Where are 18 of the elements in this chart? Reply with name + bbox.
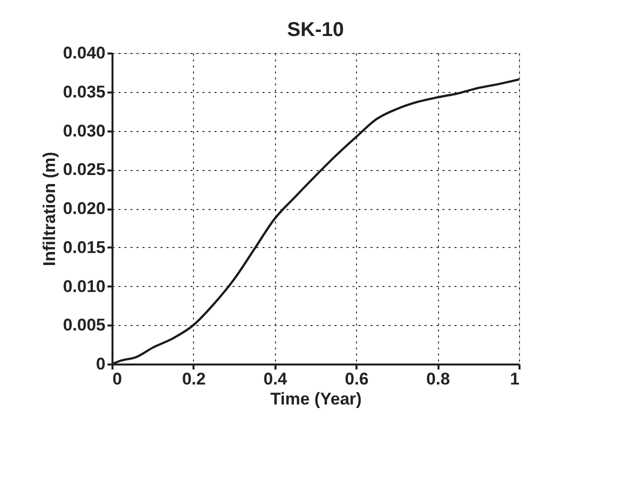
x-axis-title: Time (Year) bbox=[270, 390, 362, 408]
x-tick-label: 0 bbox=[112, 370, 122, 388]
y-tick-label: 0.020 bbox=[62, 199, 106, 218]
y-tick-label: 0.005 bbox=[62, 316, 106, 335]
y-tick-label: 0.040 bbox=[62, 44, 106, 62]
y-tick-label: 0.025 bbox=[62, 160, 106, 180]
x-tick-label: 0.6 bbox=[344, 370, 369, 388]
y-tick-label: 0.010 bbox=[62, 276, 106, 296]
x-tick-label: 1 bbox=[510, 370, 520, 388]
y-tick-label: 0.035 bbox=[62, 82, 106, 102]
x-tick-label: 0.2 bbox=[182, 370, 206, 388]
y-tick-label: 0 bbox=[96, 354, 106, 374]
x-tick-label: 0.4 bbox=[263, 370, 288, 388]
y-tick-label: 0.015 bbox=[62, 238, 106, 257]
y-tick-label: 0.030 bbox=[62, 121, 106, 140]
x-tick-label: 0.8 bbox=[426, 370, 450, 388]
chart-title: SK-10 bbox=[287, 19, 344, 41]
y-axis-title: Infiltration (m) bbox=[40, 152, 59, 266]
